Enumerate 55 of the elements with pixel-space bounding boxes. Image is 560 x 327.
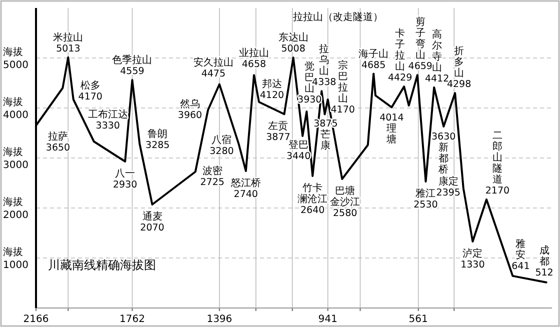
annotation: 雅安: [516, 238, 526, 261]
ytick: 2000: [3, 210, 28, 221]
annotation: 巴塘: [335, 186, 356, 197]
annotation: 拉萨: [48, 132, 68, 142]
annotation: 安久拉山: [193, 57, 234, 68]
annotation: 高尔寺山: [432, 29, 442, 74]
annotation: 新都桥: [438, 142, 449, 176]
annotation: 宗巴拉山: [338, 60, 348, 104]
annotation: 卡子拉山: [395, 28, 406, 73]
annotation: 八宿: [212, 135, 232, 146]
annotation: 芒康: [320, 129, 331, 152]
annotation: 米拉山: [53, 32, 84, 44]
annotation: 成都: [539, 245, 550, 268]
x-tick-label: 1762: [120, 314, 145, 325]
annotation: 邦达: [262, 79, 282, 90]
annotation: 泸定: [462, 248, 483, 260]
x-tick-label: 1396: [206, 314, 232, 325]
annotation: 拉拉山（改走隧道）: [292, 12, 383, 23]
annotation: 雅江: [416, 188, 436, 200]
annotation: 二郎山隧道: [492, 130, 502, 186]
annotation: 竹卡: [302, 183, 323, 194]
ylabel: 海拔: [3, 97, 23, 108]
ylabel: 海拔: [3, 247, 23, 258]
annotation: 东达山: [278, 32, 308, 44]
annotation: 松多: [80, 80, 100, 92]
ytick: 3000: [3, 160, 28, 171]
annotation: 然乌: [180, 99, 200, 110]
annotation: 折多山: [454, 46, 464, 80]
annotation: 通麦: [142, 212, 162, 222]
annotation: 左贡: [268, 121, 288, 132]
annotation: 金沙江: [330, 197, 360, 208]
ytick: 5000: [3, 60, 28, 71]
annotation: 登巴: [288, 140, 309, 151]
annotation: 剪子弯山: [415, 17, 426, 62]
annotation: 色季拉山: [112, 55, 152, 66]
annotation: 怒江桥: [230, 178, 261, 189]
annotation: 工布江达: [88, 110, 128, 120]
ytick: 4000: [3, 110, 28, 121]
annotation: 鲁朗: [148, 128, 168, 140]
x-tick-label: 2166: [23, 314, 49, 325]
annotation: 拉乌山: [319, 44, 330, 78]
annotation: 澜沧江: [298, 194, 328, 205]
ylabel: 海拔: [3, 47, 23, 58]
annotation: 康定: [438, 176, 458, 188]
annotation: 海子山: [358, 48, 389, 60]
x-tick-label: 941: [318, 314, 338, 325]
annotation: 业拉山: [238, 48, 269, 60]
annotation: 八一: [115, 168, 136, 180]
x-tick-label: 561: [408, 314, 428, 325]
annotation: 波密: [202, 166, 222, 177]
annotation: 理塘: [386, 123, 397, 146]
ylabel: 海拔: [3, 147, 23, 158]
ytick: 1000: [3, 260, 28, 271]
ylabel: 海拔: [3, 197, 23, 208]
title: 川藏南线精确海拔图: [48, 258, 156, 272]
